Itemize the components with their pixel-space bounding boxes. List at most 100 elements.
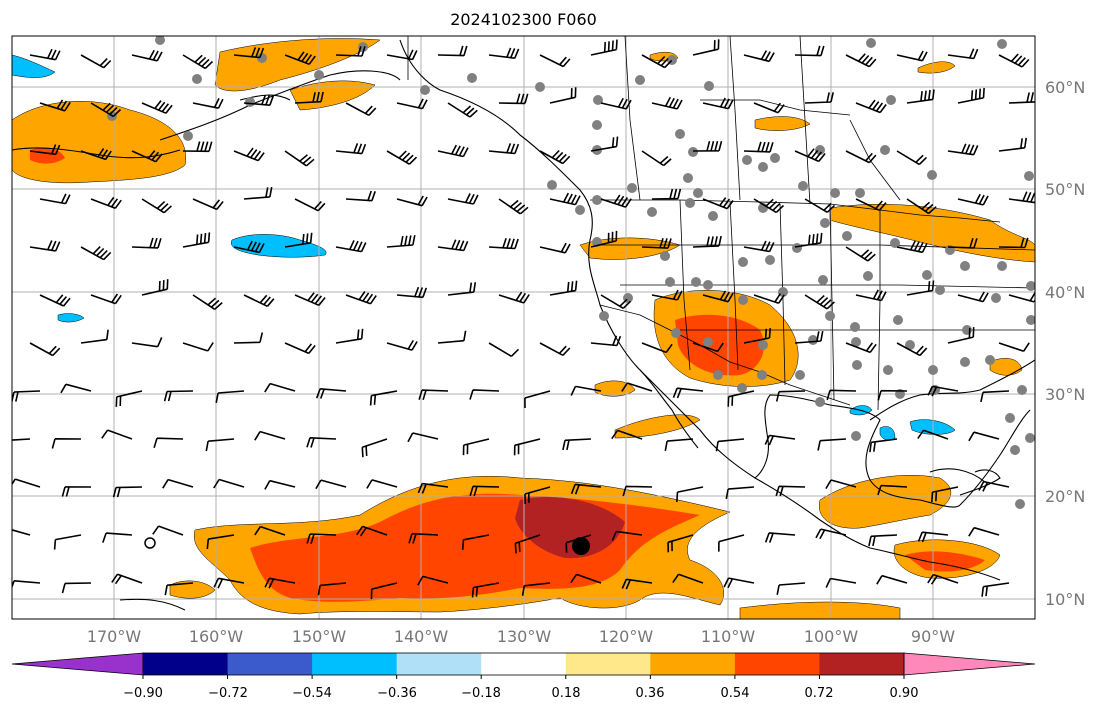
wind-barb [90,196,122,210]
wind-barb [868,534,898,547]
wind-barb [549,280,578,296]
wind-barb [162,478,194,489]
wind-barb [651,289,683,301]
wind-barb [29,144,61,156]
wind-barb [386,339,418,351]
wind-barb [725,486,755,500]
wind-barb [264,382,296,393]
wind-barb [61,582,92,594]
wind-barb [101,429,133,440]
wind-barb [570,483,602,495]
blue-northwest-corner [12,54,56,78]
wind-barb [524,486,551,505]
wind-barb [667,534,694,553]
wind-barb [815,528,847,540]
wind-barb [998,137,1027,152]
wind-barb [539,149,571,165]
wind-barb [80,329,109,344]
wind-barb [386,150,418,165]
wind-barb [437,239,469,252]
wind-barb [284,232,313,248]
wind-barb [906,280,935,296]
lon-label: 90°W [911,627,955,646]
wind-barb [957,87,985,104]
wind-barb [39,99,71,112]
wind-barb [469,389,500,400]
wind-barb [12,529,31,536]
wind-barb [590,39,618,56]
lon-label: 150°W [292,627,347,646]
wind-barb [90,293,122,305]
colorbar-tick-label: 0.90 [890,686,919,701]
wind-barb [549,87,577,104]
colorbar-tick-label: −0.36 [377,686,417,701]
wind-barb [876,574,908,585]
wind-barb [243,186,273,200]
wind-barb [182,141,213,153]
wind-barb [570,573,602,584]
wind-barb [345,190,376,202]
wind-barb [39,193,71,205]
map-title: 2024102300 F060 [450,10,597,29]
wind-barb [896,240,928,254]
wind-barb [294,91,324,104]
wind-barb [906,198,937,215]
wind-barb [1008,191,1035,204]
wind-barb [794,330,824,344]
wind-barb [804,198,836,213]
wind-barb [417,575,449,586]
wind-barb [718,534,745,552]
wind-barb [776,582,806,595]
wind-barb [947,237,978,249]
wind-barb [356,525,388,537]
wind-barb [539,54,571,68]
wind-barb [370,582,398,600]
wind-barb [294,292,326,307]
wind-barb [590,230,618,248]
lat-label: 10°N [1045,590,1085,609]
wind-barb [641,237,672,249]
wind-barb [488,342,520,357]
wind-barb [702,290,734,303]
wind-barb [927,573,959,585]
wind-barb [29,342,61,357]
wind-barb [284,51,316,65]
wind-barb [462,438,490,456]
wind-barb [753,198,785,214]
colorbar-extend-low [11,652,144,676]
wind-barb [80,54,112,69]
wind-barb [957,291,989,303]
wind-barb [264,577,296,589]
wind-barb [205,438,235,452]
shading-layer [12,38,1035,619]
wind-barb [794,232,823,248]
wind-barb [407,432,439,443]
wind-barb [621,382,653,392]
wind-barb [980,390,1010,403]
wind-barb [213,478,245,489]
colorbar-segment [819,653,905,675]
wind-barb [845,246,876,262]
wind-barb [471,582,500,598]
wind-barb [488,238,519,250]
lon-label: 140°W [394,627,449,646]
wind-barb [488,47,520,59]
wind-barb [855,99,887,114]
wind-barb [743,328,771,344]
wind-barb [80,148,112,161]
wind-barb [335,143,367,155]
wind-barb [817,438,847,451]
colorbar-extend-high [903,652,1036,676]
colorbar-tick-label: −0.72 [208,686,248,701]
wind-barb [29,240,61,252]
wind-barb [641,342,673,354]
wind-barb [917,429,949,440]
wind-barb [600,97,632,110]
wind-barb [702,197,734,210]
wind-barb [447,102,478,118]
darkred-core [515,496,625,559]
wind-barb [998,53,1030,68]
wind-barb [396,286,428,299]
orange-southeast [989,358,1023,376]
wind-barb [845,53,877,68]
